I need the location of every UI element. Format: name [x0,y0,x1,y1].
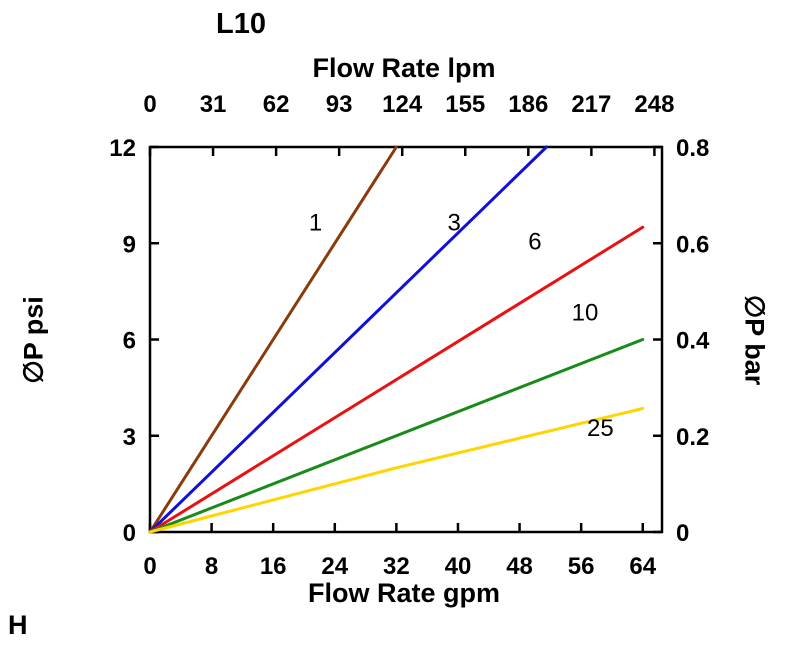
y-tick-label-bar: 0.2 [676,424,709,451]
x-tick-label-lpm: 248 [634,91,674,118]
x-tick-label-gpm: 0 [143,553,156,580]
series-line-10 [148,338,645,534]
series-label-3: 3 [447,209,460,236]
x-tick-label-lpm: 31 [200,91,227,118]
x-tick-label-lpm: 62 [263,91,290,118]
chart-title: L10 [216,8,266,40]
x-tick-label-gpm: 64 [629,553,656,580]
series-line-3 [148,145,549,534]
x-tick-label-lpm: 186 [508,91,548,118]
y-tick-label-psi: 12 [109,135,136,162]
series-line-6 [148,225,645,534]
x-tick-label-gpm: 8 [205,553,218,580]
x-tick-label-lpm: 93 [326,91,353,118]
series-line-1 [148,145,398,534]
x-tick-label-gpm: 48 [506,553,533,580]
x-tick-label-lpm: 0 [143,91,156,118]
x-tick-label-gpm: 40 [445,553,472,580]
x-tick-label-gpm: 32 [383,553,410,580]
x-tick-label-gpm: 56 [568,553,595,580]
y-tick-label-psi: 9 [123,231,136,258]
bottom-axis-label: Flow Rate gpm [307,578,501,608]
top-axis-label: Flow Rate lpm [312,53,496,83]
x-tick-label-gpm: 24 [321,553,348,580]
x-tick-label-lpm: 124 [382,91,423,118]
y-tick-label-bar: 0.8 [676,135,709,162]
series-label-1: 1 [309,209,322,236]
left-axis-label: ∅P psi [18,296,49,384]
x-tick-label-lpm: 155 [445,91,485,118]
series-label-6: 6 [528,229,541,256]
y-tick-label-bar: 0.6 [676,231,709,258]
y-tick-label-psi: 0 [123,520,136,547]
y-tick-label-bar: 0 [676,520,689,547]
y-tick-label-psi: 6 [123,328,136,355]
right-axis-label: ∅P bar [739,294,770,386]
x-tick-label-gpm: 16 [260,553,287,580]
series-line-25 [148,406,645,534]
y-tick-label-psi: 3 [123,424,136,451]
y-tick-label-bar: 0.4 [676,328,710,355]
corner-letter: H [8,610,28,640]
series-label-10: 10 [572,299,599,326]
plot-frame [148,145,664,534]
series-label-25: 25 [587,415,614,442]
x-tick-label-lpm: 217 [571,91,611,118]
